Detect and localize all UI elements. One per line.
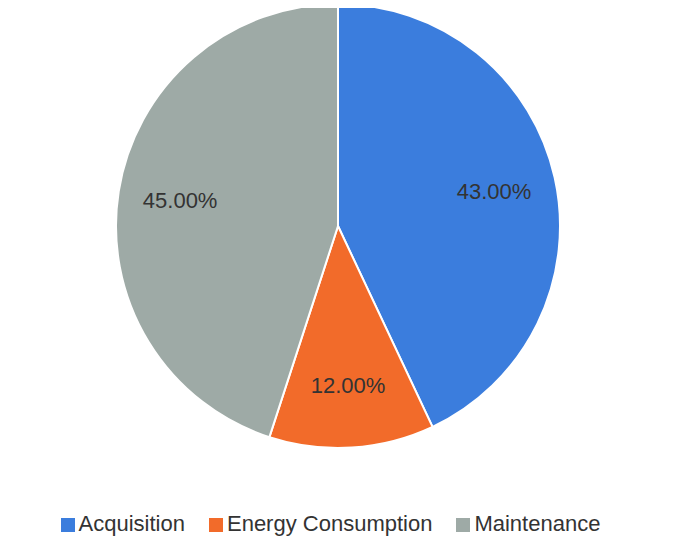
html-text:Energy Consumption: Energy Consumption — [227, 511, 433, 536]
svg-text:12.00%: 12.00% — [311, 373, 386, 398]
svg-text:43.00%: 43.00% — [457, 179, 532, 204]
html-text:Maintenance: Maintenance — [474, 511, 601, 536]
html-text:Acquisition: Acquisition — [78, 511, 185, 536]
svg-text:45.00%: 45.00% — [143, 188, 218, 213]
